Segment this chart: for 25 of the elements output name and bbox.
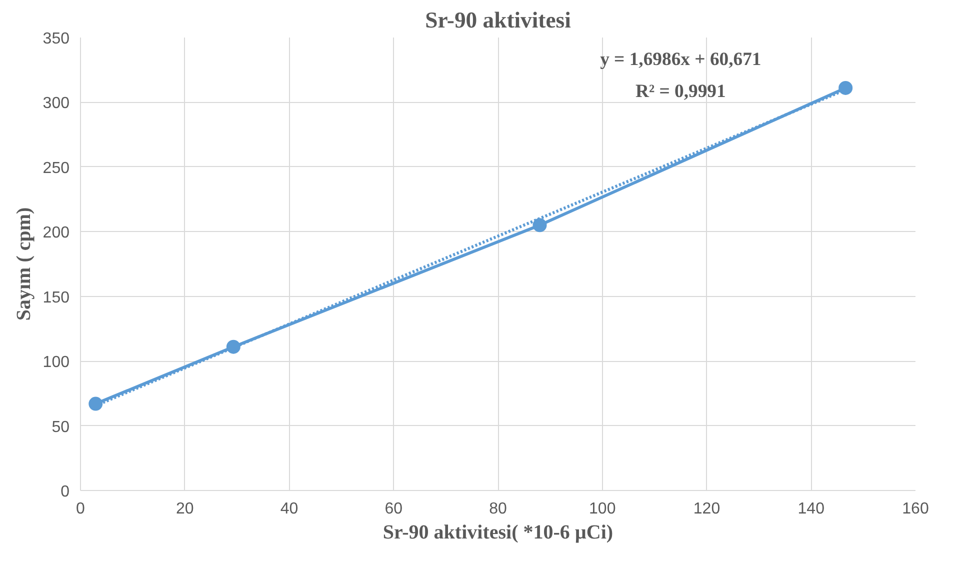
y-tick-label: 150 xyxy=(42,289,70,306)
x-tick-label: 60 xyxy=(384,500,403,518)
point xyxy=(88,396,103,411)
y-axis-title: Sayım ( cpm) xyxy=(12,207,35,321)
annotation: y = 1,6986x + 60,671 xyxy=(600,48,762,70)
y-tick-label: 200 xyxy=(42,224,70,242)
y-tick-label: 350 xyxy=(42,30,70,48)
x-tick-label: 160 xyxy=(902,500,929,518)
annotation: R² = 0,9991 xyxy=(635,81,726,102)
point xyxy=(838,80,853,95)
y-tick-label: 0 xyxy=(60,484,70,500)
y-tick-label: 100 xyxy=(42,354,70,372)
x-tick-label: 20 xyxy=(176,500,194,518)
y-tick-label: 250 xyxy=(42,160,70,177)
x-axis-title: Sr-90 aktivitesi( *10-6 µCi) xyxy=(382,522,614,544)
x-tick-label: 120 xyxy=(693,500,720,518)
x-tick-label: 40 xyxy=(280,500,298,518)
point xyxy=(532,218,547,232)
x-tick-label: 140 xyxy=(798,500,825,518)
x-tick-label: 0 xyxy=(76,500,86,518)
x-tick-label: 80 xyxy=(489,500,507,518)
y-tick-label: 50 xyxy=(52,418,70,436)
y-tick-label: 300 xyxy=(42,95,70,112)
chart-title: Sr-90 aktivitesi xyxy=(425,8,571,32)
x-tick-label: 100 xyxy=(589,500,616,518)
